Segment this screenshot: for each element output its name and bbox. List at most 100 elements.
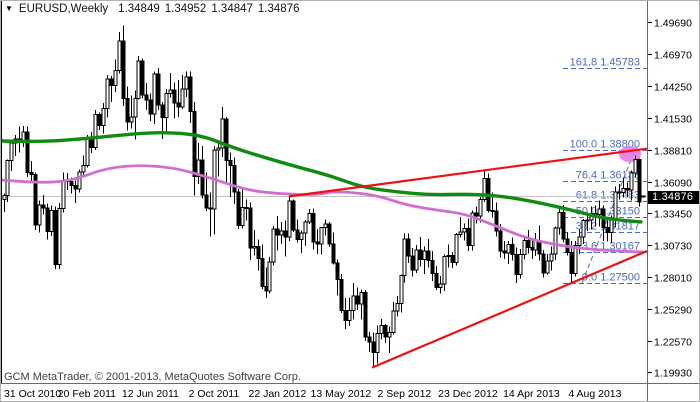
candle-body xyxy=(518,254,523,276)
candle-body xyxy=(418,249,423,260)
candle-body xyxy=(613,191,618,220)
candle-body xyxy=(61,179,66,210)
candle-body xyxy=(339,278,344,311)
candle-body xyxy=(57,208,62,265)
candle-body xyxy=(113,69,118,86)
candle-body xyxy=(121,40,126,100)
candle-body xyxy=(470,212,475,246)
candle-body xyxy=(506,244,511,254)
candle-body xyxy=(299,232,304,240)
price-axis[interactable]: 1.49690 1.46970 1.44250 1.41530 1.38810 1.360… xyxy=(648,18,692,380)
candle-body xyxy=(545,260,550,274)
date-tick-label: 13 May 2012 xyxy=(311,388,372,400)
candle-body xyxy=(148,99,153,115)
slow-ma-line xyxy=(1,131,643,224)
candle-body xyxy=(605,227,610,233)
candle-body xyxy=(5,160,10,197)
trendline-resistance[interactable] xyxy=(288,147,648,198)
candle-body xyxy=(287,200,292,238)
candle-body xyxy=(188,76,193,112)
candle-body xyxy=(371,341,376,354)
candle-body xyxy=(426,250,431,262)
candle-body xyxy=(53,210,58,265)
candle-body xyxy=(33,173,38,226)
candle-body xyxy=(621,187,626,193)
candle-body xyxy=(391,310,396,333)
quote-low: 1.34847 xyxy=(211,3,253,15)
candle-body xyxy=(478,198,483,217)
candle-body xyxy=(232,164,237,193)
candle-body xyxy=(256,245,261,259)
candle-body xyxy=(375,333,380,354)
candle-body xyxy=(260,257,265,287)
candle-body xyxy=(454,234,459,263)
candle-body xyxy=(136,60,141,99)
candle-body xyxy=(291,200,296,231)
candle-body xyxy=(125,98,130,123)
candle-body xyxy=(526,240,531,248)
candle-body xyxy=(172,89,177,104)
candle-body xyxy=(140,60,145,96)
candle-body xyxy=(510,244,515,256)
candle-body xyxy=(383,324,388,338)
candle-body xyxy=(85,137,90,166)
candle-body xyxy=(228,160,233,166)
fast-ma-line xyxy=(1,164,645,254)
price-tick-label: 1.41530 xyxy=(654,114,692,126)
candle-body xyxy=(442,255,447,285)
trendline-support[interactable] xyxy=(371,249,648,369)
candle-body xyxy=(101,107,106,127)
candle-body xyxy=(327,223,332,245)
candle-body xyxy=(283,230,288,238)
candle-body xyxy=(367,336,372,343)
candle-body xyxy=(482,177,487,200)
candle-body xyxy=(220,118,225,149)
candle-body xyxy=(180,88,185,108)
symbol-dropdown-icon[interactable]: ▼ xyxy=(5,3,13,13)
candle-body xyxy=(629,172,634,191)
candle-body xyxy=(133,97,138,118)
current-price-badge: 1.34876 xyxy=(648,191,699,204)
candle-body xyxy=(625,187,630,191)
candle-body xyxy=(49,210,54,232)
candle-body xyxy=(458,231,463,236)
candle-body xyxy=(474,212,479,217)
candle-body xyxy=(307,213,312,223)
date-tick-label: 23 Dec 2012 xyxy=(438,388,498,400)
candle-body xyxy=(490,210,495,213)
candle-body xyxy=(160,104,165,118)
candle-body xyxy=(204,194,209,209)
candle-body xyxy=(359,292,364,305)
candle-body xyxy=(271,228,276,263)
candle-body xyxy=(387,331,392,338)
candle-body xyxy=(29,171,34,175)
candle-body xyxy=(105,78,110,109)
date-tick-label: 31 Oct 2010 xyxy=(4,388,61,400)
fib-level-label: 61.8 1.34483 xyxy=(576,190,640,202)
candle-body xyxy=(168,89,173,94)
candle-body xyxy=(498,230,503,252)
candle-body xyxy=(355,295,360,305)
candle-body xyxy=(152,73,157,115)
candle-body xyxy=(637,158,642,203)
candle-body xyxy=(633,158,638,174)
candle-body xyxy=(77,171,82,190)
candle-body xyxy=(224,118,229,162)
candle-body xyxy=(311,213,316,243)
candle-body xyxy=(395,303,400,312)
quote-open: 1.34849 xyxy=(118,3,160,15)
candle-body xyxy=(363,292,368,338)
candle-body xyxy=(303,221,308,234)
candle-body xyxy=(641,195,646,198)
candle-body xyxy=(434,273,439,289)
quote-high: 1.34952 xyxy=(164,3,207,15)
candle-body xyxy=(156,73,161,106)
candle-body xyxy=(402,238,407,276)
candle-body xyxy=(541,253,546,274)
candle-body xyxy=(97,113,102,127)
candle-body xyxy=(569,251,574,275)
candle-body xyxy=(315,241,320,245)
